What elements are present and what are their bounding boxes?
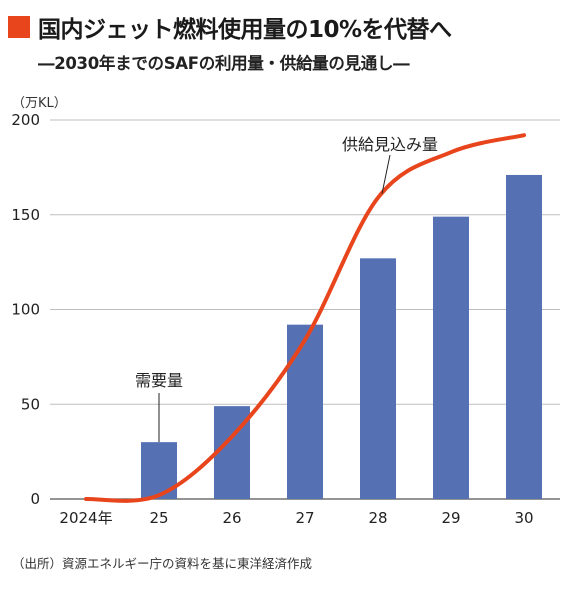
x-tick-label: 2024年 (59, 509, 112, 527)
demand-series-label: 需要量 (135, 371, 183, 390)
y-tick-label: 50 (21, 395, 40, 413)
bar (287, 324, 323, 499)
bar (433, 216, 469, 499)
title-marker (8, 16, 30, 38)
x-tick-label: 30 (514, 509, 533, 527)
y-tick-label: 0 (30, 490, 40, 508)
y-tick-label: 100 (11, 301, 40, 319)
supply-line (84, 133, 526, 503)
y-axis-unit: （万KL） (12, 96, 67, 111)
supply-series-label: 供給見込み量 (342, 135, 438, 154)
chart-subtitle: ―2030年までのSAFの利用量・供給量の見通し― (38, 54, 410, 73)
supply-leader-line (381, 154, 391, 194)
bar (360, 258, 396, 499)
x-tick-label: 27 (295, 509, 314, 527)
y-tick-label: 200 (11, 111, 40, 129)
source-note: （出所）資源エネルギー庁の資料を基に東洋経済作成 (12, 556, 313, 571)
x-tick-label: 26 (222, 509, 241, 527)
x-tick-label: 29 (441, 509, 460, 527)
x-tick-label: 25 (149, 509, 168, 527)
chart-title: 国内ジェット燃料使用量の10%を代替へ (38, 17, 452, 43)
title-row: 国内ジェット燃料使用量の10%を代替へ (8, 10, 452, 44)
y-tick-label: 150 (11, 206, 40, 224)
x-tick-label: 28 (368, 509, 387, 527)
bar (506, 174, 542, 499)
